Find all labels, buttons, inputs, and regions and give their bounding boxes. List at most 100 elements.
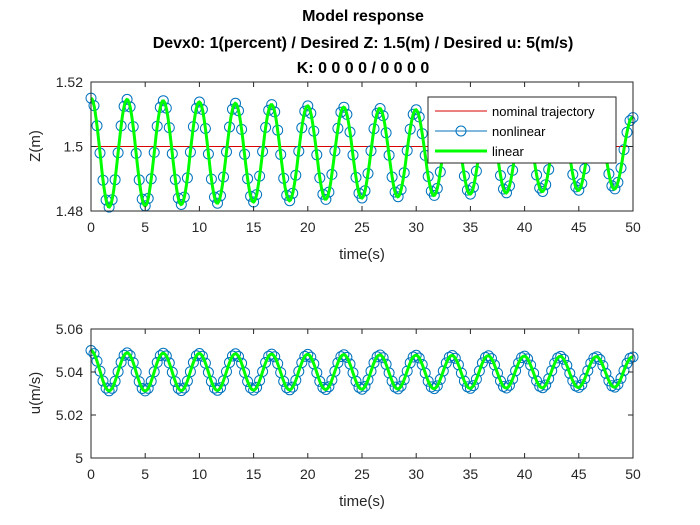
nonlinear-marker [489, 359, 500, 371]
nonlinear-marker [88, 348, 100, 360]
nonlinear-marker [597, 360, 609, 372]
nonlinear-marker [464, 188, 476, 200]
nonlinear-marker [374, 103, 386, 114]
y-tick-label: 5.02 [56, 407, 83, 423]
nonlinear-marker [458, 375, 470, 387]
nonlinear-marker [428, 383, 440, 395]
nonlinear-marker [133, 376, 145, 388]
x-tick-label: 0 [87, 466, 95, 482]
nonlinear-marker [591, 351, 603, 363]
nonlinear-marker [440, 357, 452, 369]
legend-nonlinear-label: nonlinear [492, 124, 546, 139]
y-tick-label: 5.06 [56, 321, 83, 337]
nonlinear-marker [368, 357, 380, 369]
title-line-3: K: 0 0 0 0 / 0 0 0 0 [297, 60, 430, 77]
x-tick-label: 30 [408, 219, 424, 235]
nonlinear-marker [537, 186, 549, 197]
nonlinear-marker [302, 348, 314, 360]
x-axis-label: time(s) [339, 493, 385, 510]
nonlinear-marker [609, 381, 621, 393]
nonlinear-marker [612, 378, 624, 390]
nonlinear-marker [531, 375, 543, 387]
nonlinear-marker [579, 373, 591, 384]
nonlinear-marker [594, 354, 606, 365]
nonlinear-marker [615, 372, 627, 384]
nonlinear-marker [540, 379, 552, 391]
nonlinear-marker [401, 365, 413, 377]
x-tick-label: 40 [517, 466, 533, 482]
nonlinear-marker [356, 383, 368, 395]
nonlinear-marker [175, 385, 187, 397]
nonlinear-marker [284, 384, 296, 396]
x-tick-label: 45 [571, 466, 587, 482]
x-tick-label: 0 [87, 219, 95, 235]
legend-nonlinear-marker [455, 125, 467, 137]
x-axis-label: time(s) [339, 246, 385, 263]
nonlinear-marker [501, 187, 512, 199]
nonlinear-marker [555, 350, 567, 362]
nonlinear-marker [573, 381, 585, 393]
nonlinear-marker [501, 382, 512, 394]
nonlinear-marker [383, 367, 395, 379]
nonlinear-marker [242, 376, 254, 387]
nonlinear-marker [332, 357, 344, 369]
x-tick-label: 50 [625, 466, 641, 482]
nonlinear-marker [115, 356, 127, 368]
x-tick-label: 30 [408, 466, 424, 482]
nonlinear-marker [437, 365, 449, 377]
nonlinear-marker [193, 96, 205, 108]
x-tick-label: 35 [463, 466, 479, 482]
nonlinear-marker [483, 350, 494, 362]
nonlinear-marker [492, 367, 503, 379]
legend-nominal-label: nominal trajectory [492, 104, 595, 119]
nonlinear-marker [266, 99, 278, 111]
y-tick-label: 5.04 [56, 364, 83, 380]
nonlinear-marker [519, 350, 531, 362]
figure-title: Model response Devx0: 1(percent) / Desir… [153, 8, 574, 77]
nonlinear-marker [410, 349, 422, 361]
y-axis-label: Z(m) [27, 130, 44, 162]
nonlinear-marker [476, 357, 488, 369]
nonlinear-marker [561, 359, 573, 371]
nonlinear-marker [278, 375, 290, 387]
x-tick-label: 15 [246, 466, 262, 482]
nonlinear-marker [600, 367, 612, 379]
nonlinear-marker [419, 367, 431, 379]
series-linear [90, 349, 633, 393]
legend-linear-label: linear [492, 144, 524, 159]
legend: nominal trajectory nonlinear linear [427, 96, 617, 164]
nonlinear-marker [609, 183, 621, 195]
nonlinear-marker [266, 348, 278, 360]
nonlinear-marker [151, 356, 163, 368]
nonlinear-marker [422, 375, 434, 387]
nonlinear-marker [157, 95, 169, 107]
nonlinear-marker [446, 350, 458, 361]
nonlinear-marker [103, 385, 115, 397]
nonlinear-marker [175, 199, 187, 210]
y-tick-label: 1.52 [56, 74, 83, 90]
nonlinear-marker [507, 373, 519, 385]
nonlinear-marker [193, 348, 205, 359]
y-tick-label: 1.5 [64, 139, 84, 155]
nonlinear-marker [510, 365, 522, 377]
title-line-1: Model response [302, 8, 424, 25]
nonlinear-marker [91, 355, 103, 367]
nonlinear-marker [296, 357, 308, 369]
axes-box [90, 328, 634, 459]
nonlinear-marker [543, 373, 555, 385]
nonlinear-marker [386, 375, 398, 387]
series-linear [89, 96, 634, 209]
x-tick-label: 25 [354, 466, 370, 482]
nonlinear-marker [528, 367, 540, 379]
nonlinear-marker [224, 357, 235, 368]
nonlinear-marker [495, 375, 506, 387]
y-axis-label: u(m/s) [27, 372, 44, 415]
nonlinear-marker [350, 375, 362, 387]
nonlinear-marker [546, 365, 558, 377]
nonlinear-marker [169, 376, 181, 388]
nonlinear-marker [314, 375, 326, 387]
nonlinear-marker [374, 349, 386, 361]
nonlinear-marker [558, 353, 570, 365]
